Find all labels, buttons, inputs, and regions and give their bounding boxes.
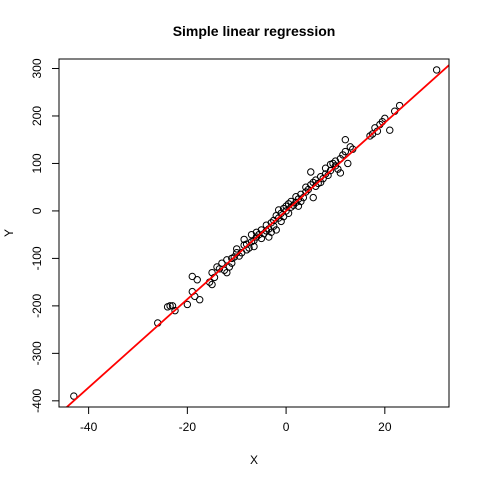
y-tick-label: 300 [30,58,44,78]
data-point [386,126,394,134]
data-point [341,136,350,144]
data-point [196,296,204,304]
data-point [252,233,261,241]
data-point [70,392,78,400]
data-point [309,193,317,202]
y-tick-label: 100 [30,153,44,173]
y-axis: -400 -300 -200 -100 0 100 200 300 [30,58,60,413]
data-point [366,132,374,140]
x-tick-label: 20 [378,420,392,434]
y-tick-label: 0 [30,207,44,214]
data-point [171,306,179,315]
y-tick-label: -200 [30,294,44,318]
data-point [272,226,280,234]
data-point [302,188,310,196]
y-axis-label: Y [2,229,16,237]
data-point [166,302,174,310]
data-point [336,169,345,177]
data-point [218,259,226,267]
plot-frame [58,58,450,408]
data-point [225,263,234,271]
data-point [230,253,238,261]
data-point [279,204,288,213]
data-point [432,66,441,74]
x-tick-label: 0 [283,420,290,434]
data-point [282,207,290,215]
data-point [282,202,290,210]
data-point [183,300,192,309]
regression-line [65,64,449,407]
data-point [213,263,221,271]
data-point [326,166,335,175]
y-tick-label: 200 [30,106,44,126]
data-point [334,165,342,173]
data-point [346,143,354,151]
x-tick-label: -40 [80,420,98,434]
data-point [233,245,241,253]
y-tick-label: -100 [30,246,44,270]
data-point [250,242,258,251]
data-point [193,276,201,284]
data-point [287,197,295,206]
data-point [188,272,196,281]
data-point [208,280,216,289]
y-tick-label: -300 [30,341,44,365]
data-point [287,203,295,211]
x-tick-label: -20 [179,420,197,434]
data-point [284,209,293,218]
data-point [329,159,337,168]
data-point [341,147,350,156]
y-tick-label: -400 [30,388,44,412]
chart-title: Simple linear regression [173,23,336,39]
data-point [307,168,315,176]
data-point [344,159,352,168]
x-axis-label: X [250,453,258,467]
plot-area [65,64,449,407]
